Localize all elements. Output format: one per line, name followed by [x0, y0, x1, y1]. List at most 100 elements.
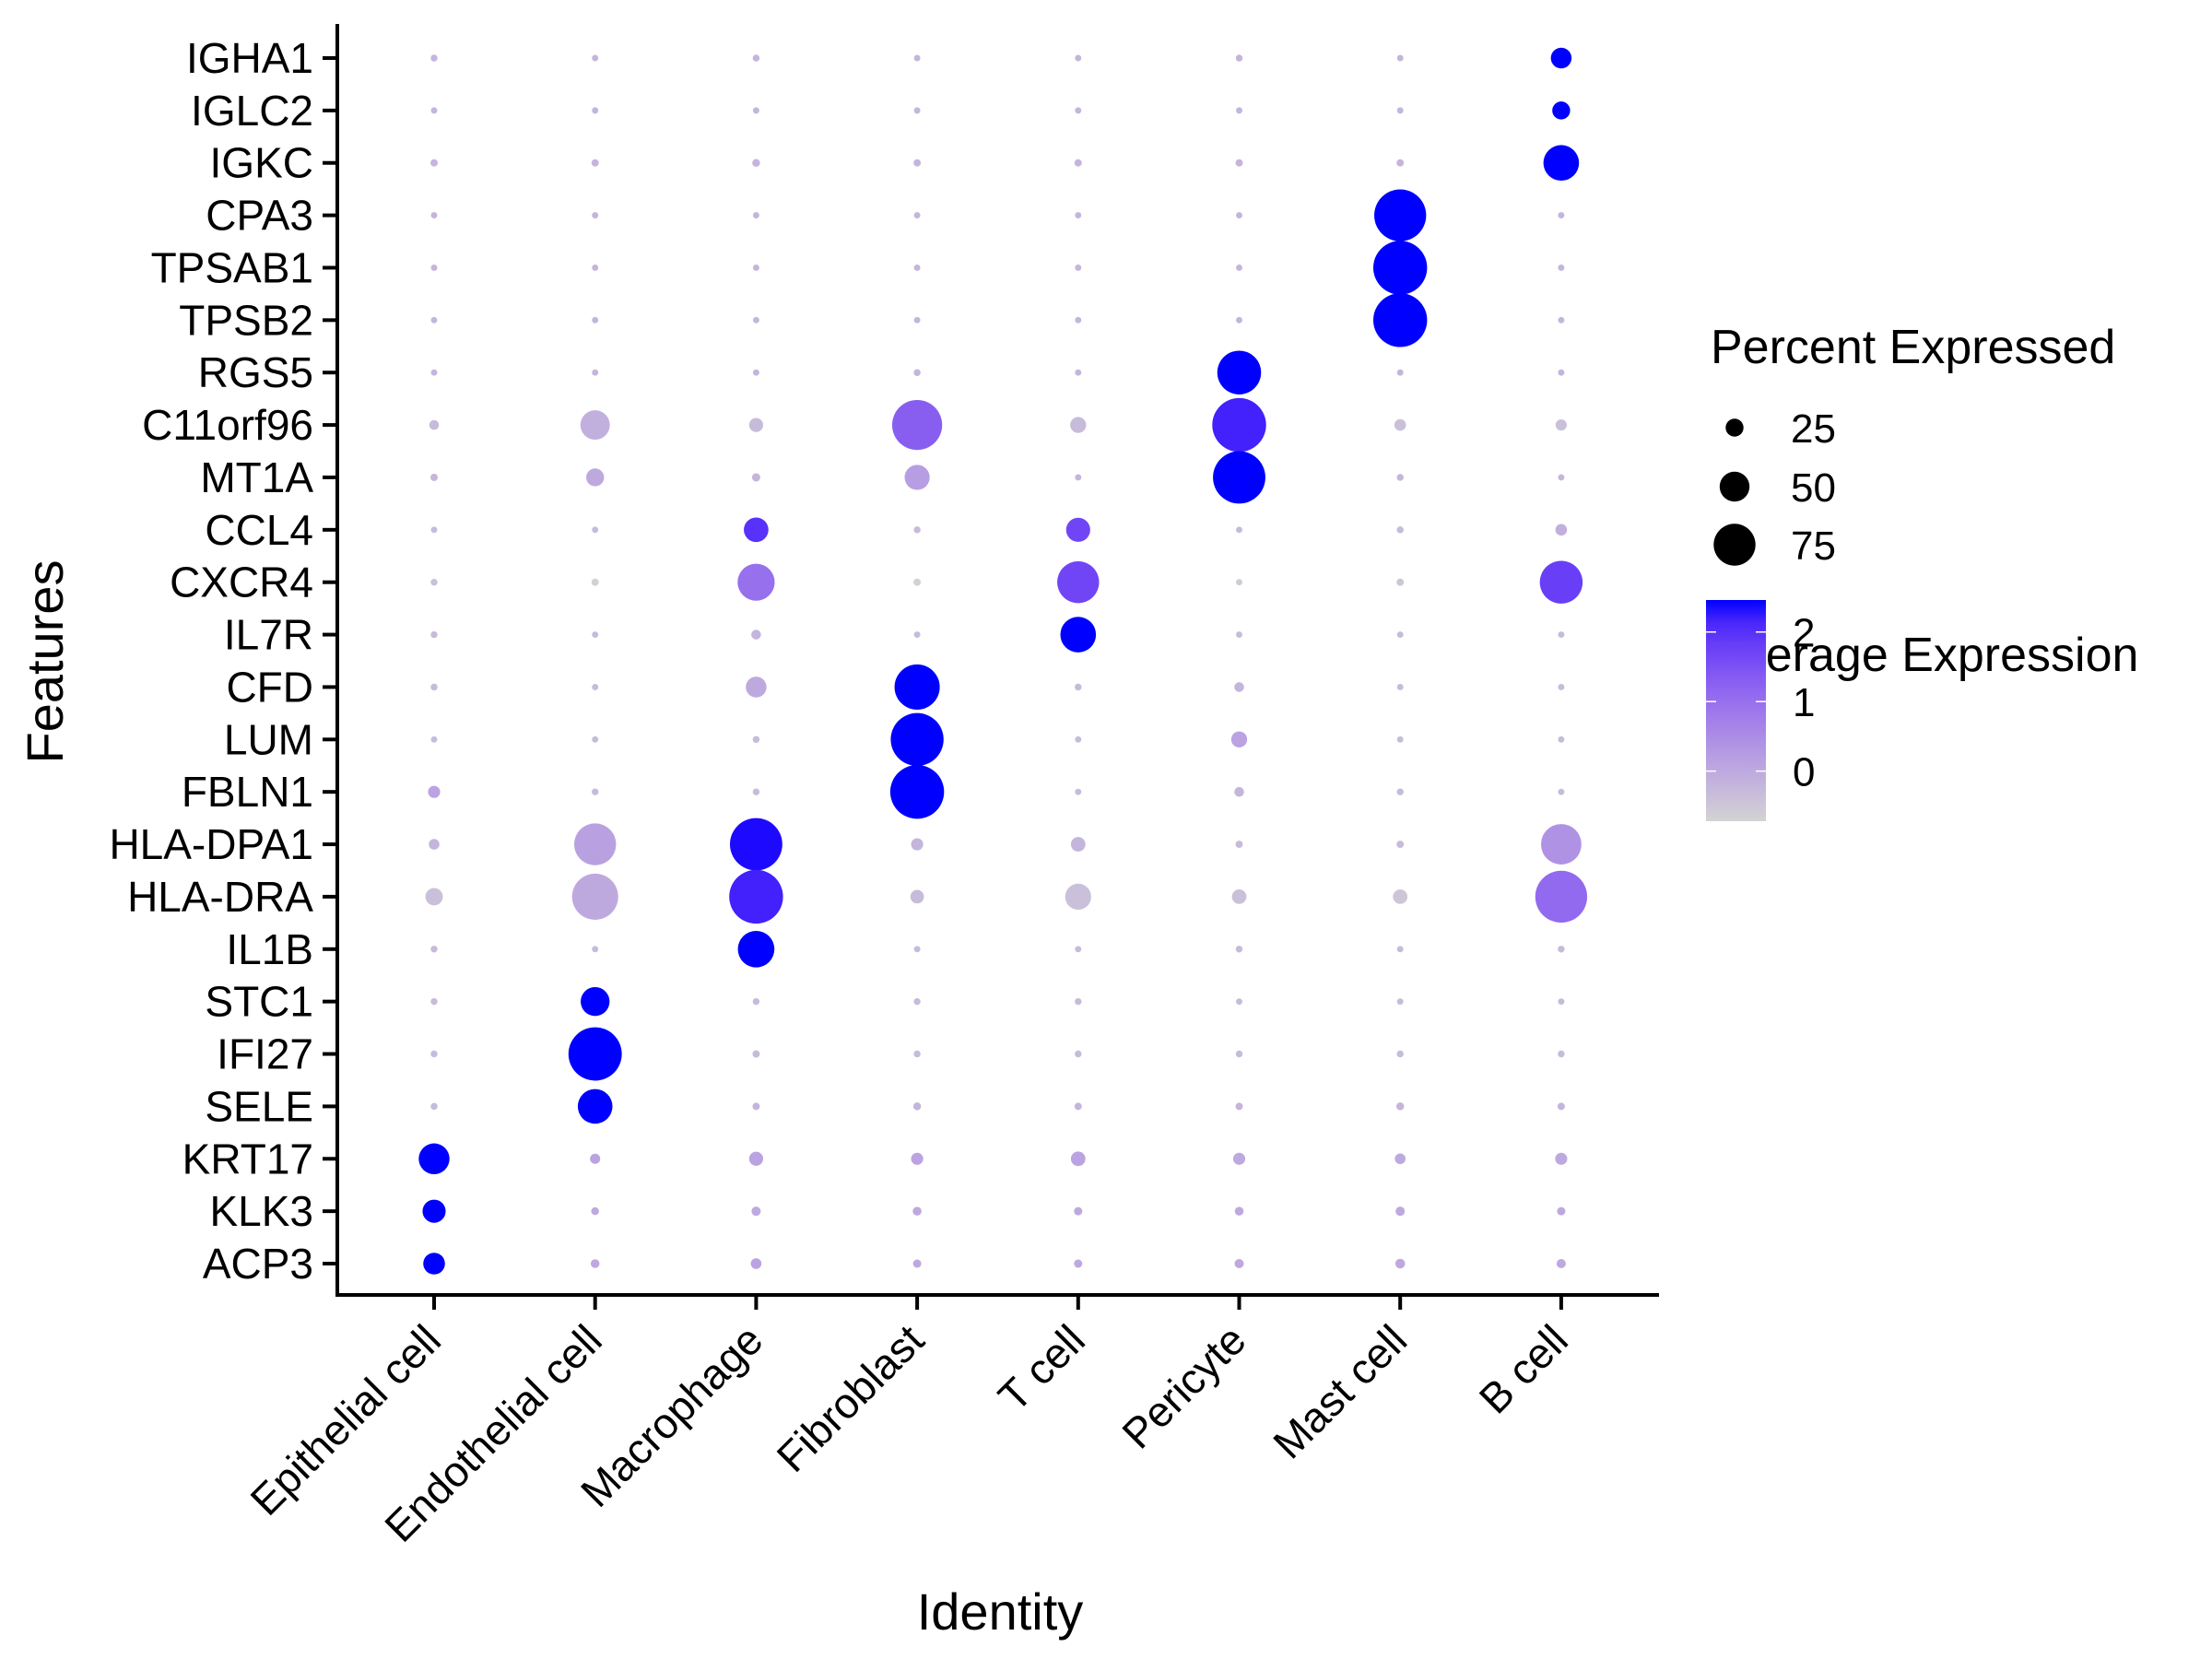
x-tick-label: T cell	[989, 1315, 1094, 1420]
dot-lum-pericyte	[1230, 731, 1248, 747]
dot-sele-pericyte	[1235, 1102, 1243, 1111]
y-tick-label: RGS5	[198, 348, 313, 396]
dot-c11orf96-endothelial-cell	[580, 410, 610, 441]
y-tick-label: SELE	[205, 1082, 313, 1130]
size-legend-key	[1719, 471, 1750, 502]
dot-hla-dpa1-mast-cell	[1396, 841, 1405, 849]
dot-iglc2-pericyte	[1236, 107, 1242, 114]
dot-hla-dra-mast-cell	[1393, 889, 1408, 904]
dot-il7r-pericyte	[1236, 631, 1242, 639]
dot-igha1-t-cell	[1075, 54, 1082, 62]
size-legend-title: Percent Expressed	[1711, 321, 2115, 374]
dot-ifi27-epithelial-cell	[430, 1050, 438, 1058]
dot-rgs5-mast-cell	[1396, 369, 1404, 376]
dots-layer	[418, 47, 1588, 1275]
x-tick-label: Pericyte	[1112, 1315, 1254, 1457]
dot-stc1-epithelial-cell	[430, 997, 438, 1006]
dot-igkc-t-cell	[1074, 159, 1082, 167]
dot-igkc-endothelial-cell	[591, 159, 599, 167]
dot-fbln1-t-cell	[1075, 788, 1082, 795]
dot-krt17-t-cell	[1070, 1151, 1086, 1167]
dot-il7r-mast-cell	[1396, 631, 1404, 639]
dot-sele-epithelial-cell	[430, 1102, 438, 1111]
dot-acp3-mast-cell	[1394, 1258, 1406, 1269]
dot-cxcr4-t-cell	[1057, 561, 1100, 604]
dot-il1b-fibroblast	[913, 946, 921, 953]
dot-ifi27-t-cell	[1075, 1050, 1082, 1058]
dot-acp3-fibroblast	[912, 1259, 922, 1268]
dot-cpa3-mast-cell	[1374, 189, 1427, 241]
dot-ccl4-fibroblast	[913, 526, 921, 534]
y-tick-label: IL7R	[224, 611, 313, 659]
dot-cfd-fibroblast	[894, 664, 940, 710]
dot-krt17-epithelial-cell	[418, 1143, 450, 1174]
dot-il1b-macrophage	[737, 930, 775, 968]
dot-tpsab1-macrophage	[752, 265, 759, 271]
dot-ifi27-mast-cell	[1396, 1050, 1404, 1058]
dot-krt17-macrophage	[748, 1151, 764, 1166]
dot-ccl4-endothelial-cell	[592, 526, 599, 534]
dot-cpa3-t-cell	[1075, 212, 1082, 219]
dot-ifi27-fibroblast	[913, 1050, 921, 1058]
y-tick-label: TPSB2	[179, 296, 313, 344]
dot-krt17-mast-cell	[1394, 1153, 1406, 1165]
dot-hla-dpa1-b-cell	[1540, 824, 1582, 865]
dot-rgs5-pericyte	[1217, 350, 1262, 394]
dot-stc1-b-cell	[1558, 998, 1565, 1006]
dot-lum-endothelial-cell	[592, 735, 599, 743]
dot-ccl4-pericyte	[1236, 526, 1242, 534]
y-tick-label: CPA3	[206, 192, 313, 240]
dot-lum-b-cell	[1558, 735, 1565, 743]
dot-il7r-macrophage	[751, 629, 761, 640]
dot-mt1a-t-cell	[1075, 474, 1082, 481]
dot-acp3-endothelial-cell	[590, 1259, 600, 1268]
dot-igha1-macrophage	[752, 54, 760, 62]
dot-tpsb2-pericyte	[1236, 316, 1242, 324]
dot-acp3-t-cell	[1074, 1259, 1083, 1268]
dot-tpsb2-fibroblast	[913, 316, 921, 324]
dot-krt17-b-cell	[1555, 1152, 1568, 1165]
dot-iglc2-b-cell	[1552, 101, 1571, 120]
y-tick-label: IL1B	[226, 925, 313, 973]
y-tick-label: ACP3	[203, 1240, 313, 1288]
dot-cpa3-b-cell	[1558, 212, 1565, 219]
dot-hla-dpa1-fibroblast	[911, 838, 924, 851]
dot-iglc2-mast-cell	[1396, 107, 1404, 114]
dot-cfd-epithelial-cell	[430, 683, 438, 691]
dot-stc1-mast-cell	[1396, 998, 1404, 1006]
dot-lum-fibroblast	[890, 712, 944, 766]
dot-tpsab1-t-cell	[1075, 265, 1082, 271]
dot-il7r-endothelial-cell	[592, 631, 599, 639]
dot-cpa3-epithelial-cell	[430, 212, 438, 219]
y-tick-label: IGKC	[210, 139, 313, 187]
dot-klk3-epithelial-cell	[422, 1199, 446, 1223]
dot-igha1-b-cell	[1550, 47, 1572, 69]
dot-hla-dra-pericyte	[1231, 889, 1247, 904]
dot-c11orf96-epithelial-cell	[429, 419, 440, 430]
dot-iglc2-epithelial-cell	[430, 107, 438, 114]
dot-tpsb2-epithelial-cell	[430, 316, 438, 324]
colorbar-label: 1	[1793, 680, 1815, 725]
dot-ccl4-t-cell	[1065, 517, 1090, 542]
y-tick-label: LUM	[224, 715, 313, 763]
dot-cpa3-macrophage	[752, 212, 759, 219]
dot-mt1a-macrophage	[751, 473, 760, 482]
y-tick-label: HLA-DPA1	[109, 820, 313, 868]
dot-tpsab1-mast-cell	[1373, 241, 1428, 295]
dot-rgs5-b-cell	[1558, 369, 1565, 376]
dot-il1b-epithelial-cell	[430, 946, 438, 953]
dot-cxcr4-endothelial-cell	[591, 578, 599, 586]
dot-lum-macrophage	[752, 735, 760, 744]
dot-cxcr4-fibroblast	[913, 578, 922, 586]
y-tick-label: MT1A	[200, 453, 313, 501]
dot-mt1a-mast-cell	[1396, 474, 1404, 481]
colorbar-label: 0	[1793, 750, 1815, 795]
dot-cxcr4-mast-cell	[1396, 578, 1405, 586]
dot-igha1-endothelial-cell	[592, 54, 599, 62]
dot-ifi27-pericyte	[1235, 1050, 1243, 1058]
dot-tpsb2-b-cell	[1558, 316, 1565, 324]
color-legend-title: Average Expression	[1711, 629, 2138, 682]
dot-il1b-b-cell	[1558, 946, 1565, 953]
dot-hla-dra-fibroblast	[910, 889, 924, 904]
